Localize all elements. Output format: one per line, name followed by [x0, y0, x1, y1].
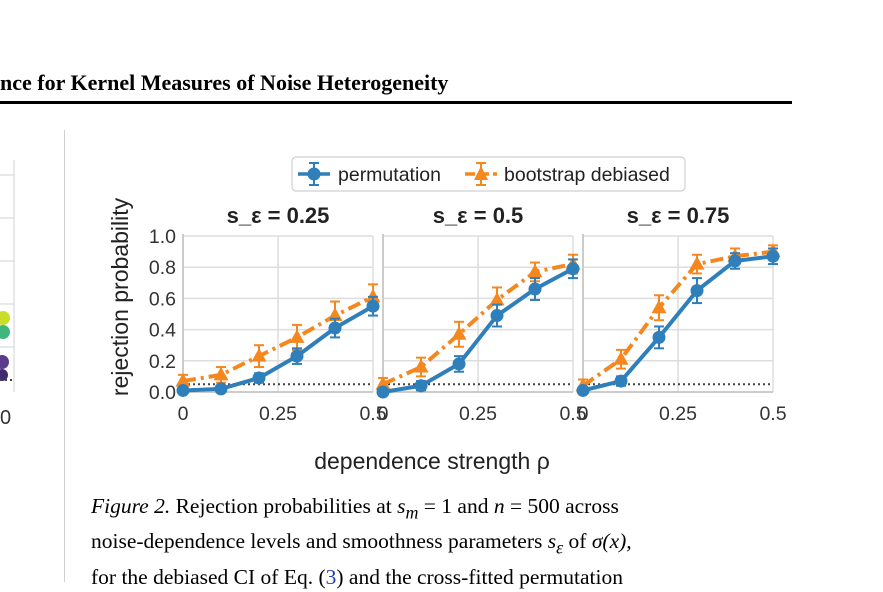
y-tick-label: 0.8 [149, 257, 176, 279]
x-tick-label: 0.25 [259, 403, 297, 425]
caption-line-3: for the debiased CI of Eq. (3) and the c… [91, 563, 791, 592]
fragment-marker [0, 369, 8, 381]
data-point-permutation [366, 299, 380, 313]
x-tick-label: 0.5 [759, 403, 786, 425]
caption-line-2: noise-dependence levels and smoothness p… [91, 527, 791, 562]
panel-title: s_ε = 0.75 [627, 203, 730, 228]
x-tick-label: 0.25 [659, 403, 697, 425]
math-sub-eps: ε [556, 537, 564, 558]
y-tick-label: 0.0 [149, 382, 176, 404]
data-point-permutation [728, 254, 742, 268]
data-point-permutation [566, 262, 580, 276]
left-figure-fragment: 0 [0, 160, 15, 429]
x-tick-label: 0 [378, 403, 389, 425]
data-point-bootstrap [251, 348, 267, 362]
data-point-permutation [452, 357, 466, 371]
data-point-permutation [614, 374, 628, 388]
panel-title: s_ε = 0.5 [433, 203, 524, 228]
equation-reference-link[interactable]: 3 [325, 564, 337, 589]
panel-1: s_ε = 0.25 0.0 0.2 0.4 0.6 0.8 1.0 0 0.25 0.5 [149, 203, 387, 425]
figure-2-chart: 0 permutation bootstrap debiased rejecti… [0, 156, 787, 474]
data-point-permutation [652, 330, 666, 344]
panel-title: s_ε = 0.25 [227, 203, 330, 228]
y-tick-label: 0.4 [149, 320, 176, 342]
y-tick-label: 0.2 [149, 351, 176, 373]
legend-permutation-label: permutation [338, 164, 441, 186]
data-point-bootstrap [375, 376, 391, 390]
data-point-bootstrap [613, 351, 629, 365]
data-point-bootstrap [365, 288, 381, 303]
x-tick-label: 0 [178, 403, 189, 425]
data-point-bootstrap [651, 299, 667, 314]
data-point-permutation [528, 282, 542, 296]
data-point-bootstrap [175, 373, 191, 387]
math-sub-m: m [405, 502, 419, 523]
panel-3: s_ε = 0.75 0 0.25 0.5 [575, 203, 787, 425]
caption-label: Figure 2. [91, 494, 171, 518]
data-point-permutation [690, 284, 704, 298]
series-line-bootstrap [382, 262, 574, 387]
x-tick-label: 0.25 [459, 403, 497, 425]
data-point-bootstrap [689, 256, 705, 270]
x-axis-label: dependence strength ρ [314, 448, 550, 474]
column-divider [64, 130, 65, 582]
caption-text: of [568, 529, 587, 554]
caption-text: Rejection probabilities at [175, 494, 392, 518]
data-point-permutation [414, 379, 428, 393]
data-point-permutation [176, 383, 190, 397]
series-line-bootstrap [182, 295, 374, 384]
data-point-permutation [490, 309, 504, 323]
data-point-permutation [214, 382, 228, 396]
header-rule [0, 101, 792, 104]
fragment-marker [0, 325, 10, 339]
legend-bootstrap-marker [465, 162, 497, 186]
data-point-bootstrap [289, 329, 305, 343]
math-n: n [493, 494, 505, 518]
caption-text: = 1 and [423, 494, 489, 518]
caption-text: = 500 across [509, 494, 619, 518]
running-title: nce for Kernel Measures of Noise Heterog… [0, 70, 449, 95]
panel-2: s_ε = 0.5 0 0.25 0.5 [375, 203, 587, 425]
fragment-tick-label: 0 [0, 407, 11, 429]
caption-text: for the debiased CI of Eq. ( [91, 564, 326, 589]
data-point-bootstrap [489, 291, 505, 306]
data-point-permutation [376, 385, 390, 399]
caption-text: noise-dependence levels and smoothness p… [91, 529, 543, 554]
x-tick-label: 0 [578, 403, 589, 425]
fragment-marker [0, 311, 10, 325]
data-point-permutation [576, 383, 590, 397]
legend-bootstrap-label: bootstrap debiased [504, 164, 670, 186]
legend-permutation-marker [298, 162, 330, 186]
figure-caption: Figure 2. Rejection probabilities at sm … [91, 492, 791, 592]
math-s: s [397, 494, 406, 518]
data-point-permutation [766, 249, 780, 263]
data-point-permutation [290, 349, 304, 363]
y-axis-label: rejection probability [107, 197, 133, 396]
caption-text: ) and the cross-fitted permutation [336, 564, 623, 589]
y-tick-label: 0.6 [149, 288, 176, 310]
legend: permutation bootstrap debiased [291, 156, 686, 192]
y-tick-label: 1.0 [149, 226, 176, 248]
data-point-bootstrap [527, 263, 543, 278]
data-point-permutation [252, 371, 266, 385]
data-point-permutation [328, 321, 342, 335]
math-sigma: σ(x), [591, 529, 632, 554]
math-s-eps: s [547, 529, 557, 554]
data-point-bootstrap [451, 326, 467, 340]
fragment-marker [0, 355, 9, 369]
data-point-bootstrap [413, 359, 429, 373]
caption-line-1: Figure 2. Rejection probabilities at sm … [91, 492, 791, 527]
data-point-bootstrap [213, 366, 229, 381]
x-tick-label: 0.5 [559, 403, 586, 425]
x-tick-label: 0.5 [359, 403, 386, 425]
